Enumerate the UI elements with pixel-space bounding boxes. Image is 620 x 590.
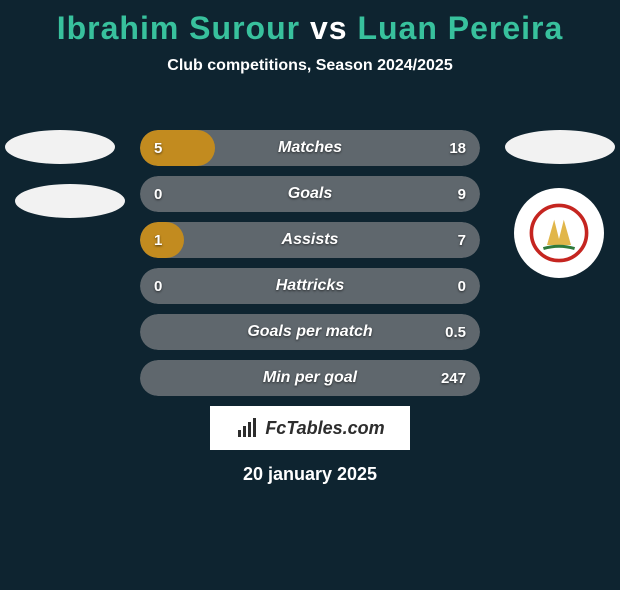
chart-icon (235, 416, 259, 440)
decoration-ellipse (5, 130, 115, 164)
stat-row-label: Assists (140, 222, 480, 258)
stat-row-right-value: 0.5 (445, 314, 466, 350)
stat-row: Hattricks0 0 (140, 268, 480, 304)
page-title: Ibrahim Surour vs Luan Pereira (0, 10, 620, 47)
stat-row-right-value: 247 (441, 360, 466, 396)
stat-row: Goals per match0.5 (140, 314, 480, 350)
title-vs: vs (310, 10, 348, 46)
decoration-ellipse (15, 184, 125, 218)
stat-row-right-value: 7 (458, 222, 466, 258)
stat-row-right-value: 18 (449, 130, 466, 166)
stat-row-left-value: 0 (154, 176, 162, 212)
stat-row: Assists1 7 (140, 222, 480, 258)
club-badge (514, 188, 604, 278)
stat-row: Goals0 9 (140, 176, 480, 212)
stat-row-label: Min per goal (140, 360, 480, 396)
decoration-ellipse (505, 130, 615, 164)
stat-row-label: Goals per match (140, 314, 480, 350)
comparison-bars: Matches518Goals09Assists17Hattricks00Goa… (140, 130, 480, 406)
club-badge-icon (529, 203, 589, 263)
stat-row: Min per goal247 (140, 360, 480, 396)
stat-row-left-value: 1 (154, 222, 162, 258)
stat-row-left-value: 5 (154, 130, 162, 166)
brand-logo: FcTables.com (210, 406, 410, 450)
stat-row-right-value: 0 (458, 268, 466, 304)
stat-row-label: Hattricks (140, 268, 480, 304)
footer-date: 20 january 2025 (0, 464, 620, 485)
stat-row-label: Goals (140, 176, 480, 212)
stat-row: Matches5 18 (140, 130, 480, 166)
subtitle: Club competitions, Season 2024/2025 (0, 57, 620, 75)
brand-text: FcTables.com (265, 418, 384, 439)
title-player1: Ibrahim Surour (57, 10, 300, 46)
stat-row-label: Matches (140, 130, 480, 166)
title-player2: Luan Pereira (357, 10, 563, 46)
stat-row-left-value: 0 (154, 268, 162, 304)
stat-row-right-value: 9 (458, 176, 466, 212)
